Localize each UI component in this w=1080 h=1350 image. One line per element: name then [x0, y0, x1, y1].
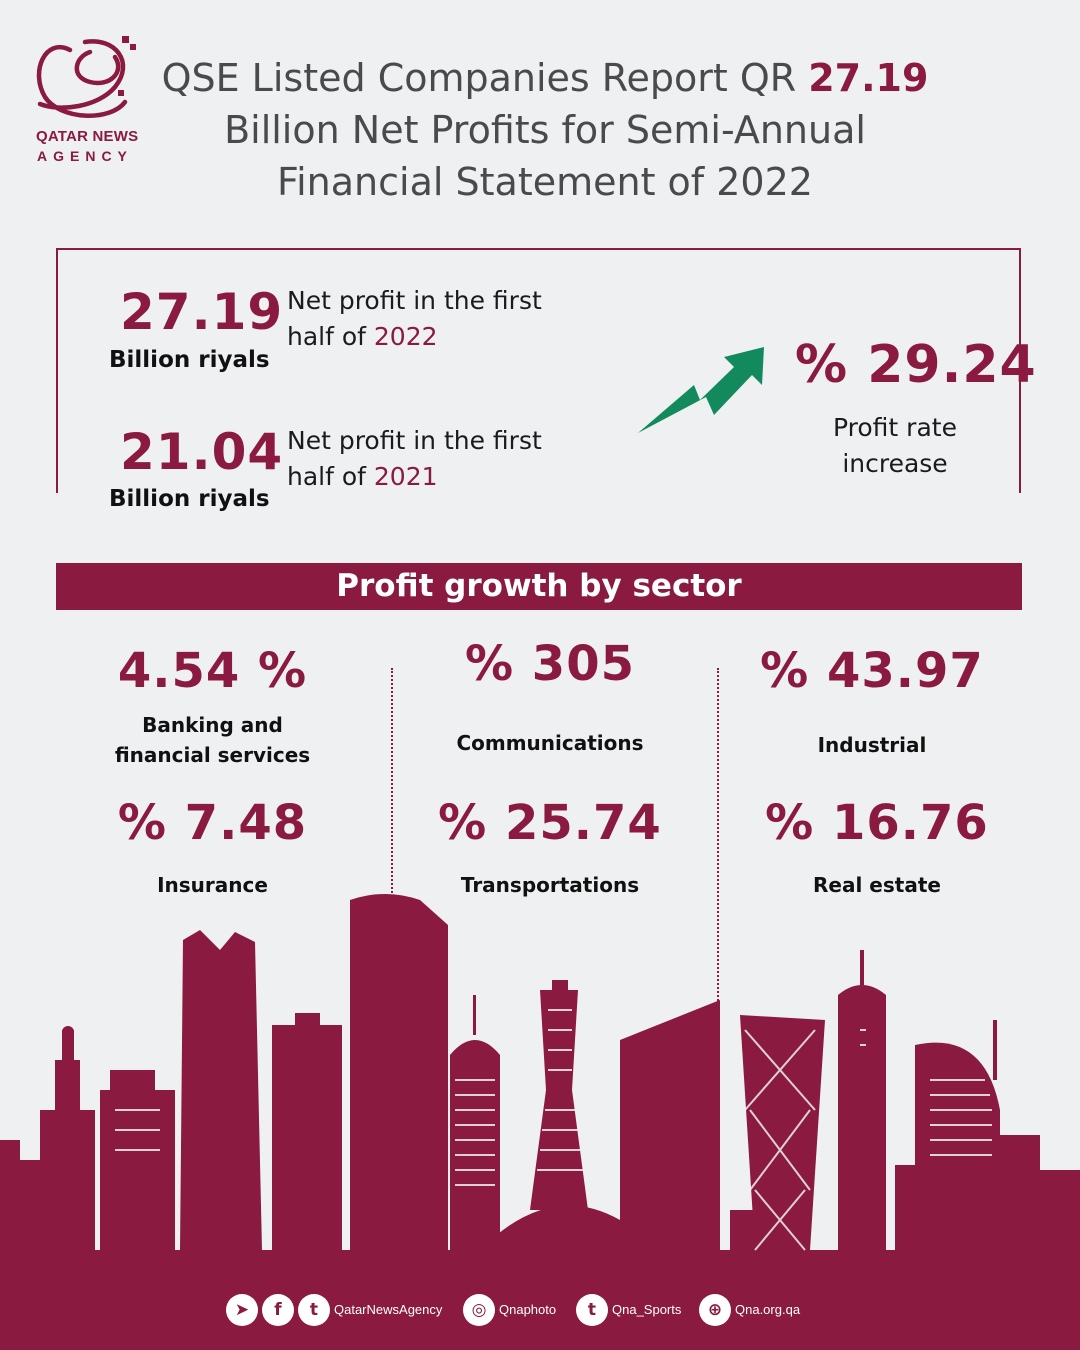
title-line2: Billion Net Profits for Semi-Annual — [224, 108, 866, 152]
sector-industrial-label: Industrial — [817, 733, 927, 757]
title-highlight-value: 27.19 — [808, 56, 929, 100]
sector-transportations-value: % 25.74 — [438, 795, 662, 851]
summary-2022-text-line2: half of — [287, 322, 374, 351]
sector-banking-label-line2: financial services — [114, 743, 311, 767]
summary-2021-year: 2021 — [373, 462, 438, 491]
summary-box — [56, 248, 1021, 493]
globe-icon[interactable]: ⊕ — [699, 1294, 731, 1326]
sector-communications-value: % 305 — [465, 636, 635, 692]
summary-2021-unit: Billion riyals — [109, 486, 270, 512]
profit-increase-value: % 29.24 — [795, 335, 1037, 395]
sector-divider — [391, 668, 393, 893]
sector-realestate-value: % 16.76 — [765, 795, 989, 851]
summary-2022-text: Net profit in the first half of 2022 — [287, 283, 542, 355]
handle-sports[interactable]: Qna_Sports — [612, 1302, 682, 1317]
qna-logo — [36, 36, 136, 118]
doha-skyline-illustration — [0, 894, 1080, 1350]
logo-text-line2: AGENCY — [37, 148, 133, 164]
summary-2022-text-line1: Net profit in the first — [287, 286, 542, 315]
title-line3: Financial Statement of 2022 — [277, 160, 813, 204]
handle-main[interactable]: QatarNewsAgency — [334, 1302, 443, 1317]
sector-section-title: Profit growth by sector — [56, 563, 1022, 610]
twitter-icon[interactable]: t — [576, 1294, 608, 1326]
sector-insurance-label: Insurance — [157, 873, 268, 897]
instagram-icon[interactable]: ◎ — [463, 1294, 495, 1326]
sector-banking-label-line1: Banking and — [142, 713, 283, 737]
sector-communications-label: Communications — [456, 731, 644, 755]
summary-2021-text-line2: half of — [287, 462, 374, 491]
telegram-icon[interactable]: ➤ — [226, 1294, 258, 1326]
handle-photo[interactable]: Qnaphoto — [499, 1302, 557, 1317]
page-title: QSE Listed Companies Report QR 27.19 Bil… — [150, 52, 940, 208]
profit-increase-label-line2: increase — [842, 449, 948, 478]
social-footer: ➤ f t QatarNewsAgency ◎ Qnaphoto t Qna_S… — [0, 1290, 1080, 1330]
summary-2022-unit: Billion riyals — [109, 347, 270, 373]
summary-2021-text-line1: Net profit in the first — [287, 426, 542, 455]
summary-2022-value: 27.19 — [120, 283, 284, 341]
profit-increase-label-line1: Profit rate — [833, 413, 957, 442]
website-link[interactable]: Qna.org.qa — [735, 1302, 801, 1317]
summary-2021-value: 21.04 — [120, 423, 284, 481]
logo-text-line1: QATAR NEWS — [36, 128, 139, 145]
sector-insurance-value: % 7.48 — [117, 795, 308, 851]
sector-industrial-value: % 43.97 — [760, 643, 984, 699]
summary-2022-year: 2022 — [373, 322, 438, 351]
sector-transportations-label: Transportations — [460, 873, 640, 897]
summary-2021-text: Net profit in the first half of 2021 — [287, 423, 542, 495]
sector-divider — [717, 668, 719, 1268]
profit-increase-label: Profit rate increase — [790, 410, 1000, 482]
facebook-icon[interactable]: f — [262, 1294, 294, 1326]
growth-arrow-icon — [638, 347, 764, 433]
sector-realestate-label: Real estate — [813, 873, 941, 897]
sector-banking-label: Banking and financial services — [60, 710, 365, 770]
title-line1: QSE Listed Companies Report QR — [161, 56, 809, 100]
twitter-icon[interactable]: t — [298, 1294, 330, 1326]
sector-banking-value: 4.54 % — [117, 643, 308, 699]
